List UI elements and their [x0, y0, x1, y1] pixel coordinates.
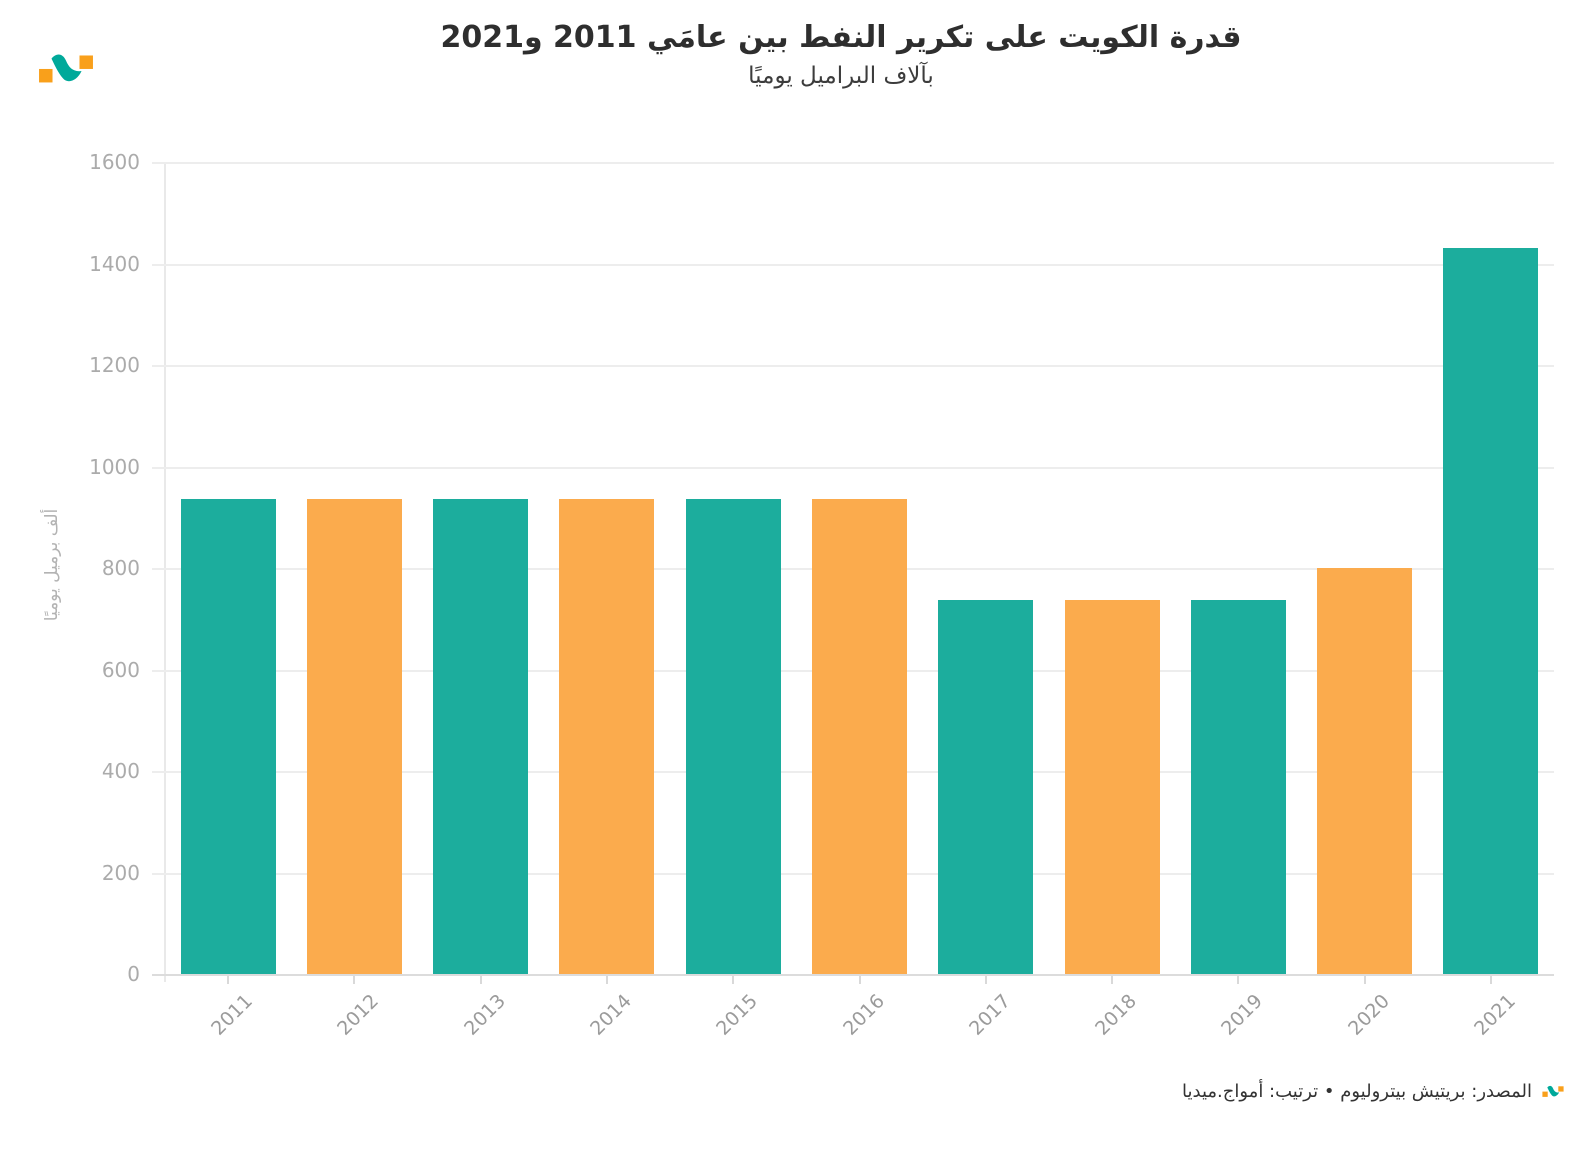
x-tick-2011 [227, 976, 229, 984]
bar-2018[interactable] [1065, 600, 1160, 974]
y-tick-label-1000: 1000 [89, 455, 140, 479]
gridline-y-1000 [152, 467, 1554, 469]
y-axis-line [164, 162, 166, 982]
x-tick-label-text: 2019 [1216, 990, 1267, 1040]
chart-header: قدرة الكويت على تكرير النفط بين عامَي 20… [90, 18, 1592, 89]
gridline-y-1400 [152, 264, 1554, 266]
y-tick-label-1600: 1600 [89, 150, 140, 174]
x-tick-label-text: 2011 [206, 990, 257, 1040]
bar-2013[interactable] [433, 499, 528, 974]
x-tick-label-text: 2018 [1090, 990, 1141, 1040]
x-tick-label-text: 2017 [964, 990, 1015, 1040]
x-tick-label-text: 2015 [711, 990, 762, 1040]
x-tick-2017 [985, 976, 987, 984]
x-tick-label-text: 2013 [459, 990, 510, 1040]
bar-2017[interactable] [938, 600, 1033, 974]
x-tick-label-text: 2012 [332, 990, 383, 1040]
source-credit-text: المصدر: بريتيش بيتروليوم • ترتيب: أمواج.… [1182, 1081, 1532, 1102]
x-tick-2015 [732, 976, 734, 984]
y-tick-label-1200: 1200 [89, 353, 140, 377]
bar-2012[interactable] [307, 499, 402, 974]
amwaj-logo-icon [39, 54, 93, 83]
footer: المصدر: بريتيش بيتروليوم • ترتيب: أمواج.… [1182, 1081, 1564, 1102]
x-tick-label-text: 2014 [585, 990, 636, 1040]
bar-2019[interactable] [1191, 600, 1286, 974]
bar-2014[interactable] [559, 499, 654, 974]
x-tick-2021 [1490, 976, 1492, 984]
bar-2020[interactable] [1317, 568, 1412, 974]
x-tick-label-text: 2020 [1343, 990, 1394, 1040]
gridline-y-1600 [152, 162, 1554, 164]
x-tick-label-text: 2021 [1469, 990, 1520, 1040]
y-tick-label-400: 400 [101, 759, 140, 783]
x-tick-2012 [353, 976, 355, 984]
x-tick-2013 [480, 976, 482, 984]
y-tick-label-800: 800 [101, 556, 140, 580]
y-tick-label-1400: 1400 [89, 252, 140, 276]
gridline-y-1200 [152, 365, 1554, 367]
bar-2016[interactable] [812, 499, 907, 974]
x-tick-2020 [1364, 976, 1366, 984]
x-tick-label-text: 2016 [838, 990, 889, 1040]
bar-2011[interactable] [181, 499, 276, 974]
chart-subtitle: بآلاف البراميل يوميًا [748, 63, 934, 89]
x-tick-2018 [1111, 976, 1113, 984]
y-tick-label-600: 600 [101, 658, 140, 682]
x-tick-2014 [606, 976, 608, 984]
y-tick-label-0: 0 [127, 962, 140, 986]
y-tick-label-200: 200 [101, 861, 140, 885]
bar-2015[interactable] [686, 499, 781, 974]
x-tick-2016 [859, 976, 861, 984]
x-tick-2019 [1237, 976, 1239, 984]
amwaj-logo-small-icon [1542, 1085, 1564, 1097]
bar-2021[interactable] [1443, 248, 1538, 974]
x-axis-baseline [152, 974, 1554, 976]
chart-title: قدرة الكويت على تكرير النفط بين عامَي 20… [440, 20, 1242, 55]
